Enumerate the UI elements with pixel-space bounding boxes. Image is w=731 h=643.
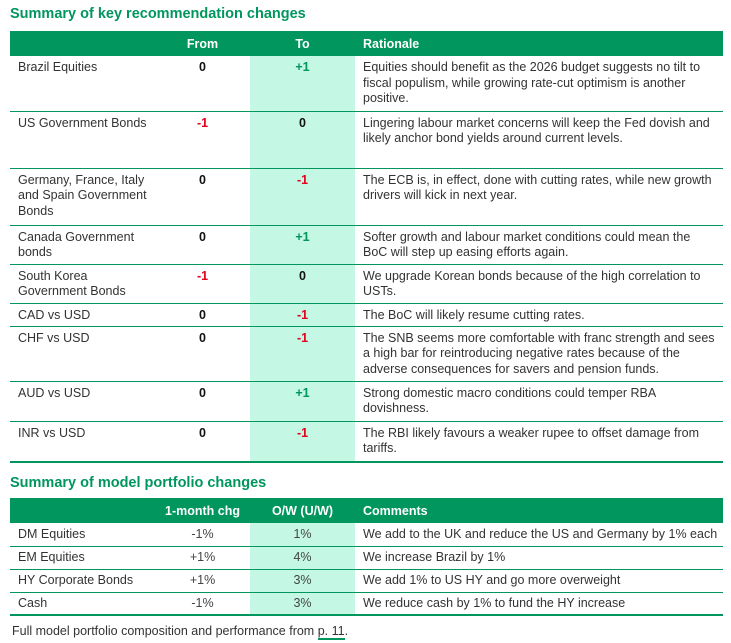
asset-cell: Canada Government bonds <box>10 225 155 265</box>
asset-cell: CHF vs USD <box>10 326 155 382</box>
to-cell: -1 <box>250 421 355 463</box>
ow-cell: 3% <box>250 569 355 593</box>
recommendation-table: From To Rationale Brazil Equities 0 +1 E… <box>10 31 723 463</box>
header-to: To <box>250 31 355 56</box>
from-cell: 0 <box>155 381 250 422</box>
to-cell: +1 <box>250 56 355 112</box>
portfolio-title: Summary of model portfolio changes <box>10 475 267 491</box>
asset-cell: US Government Bonds <box>10 111 155 169</box>
recommendation-title: Summary of key recommendation changes <box>10 6 306 22</box>
rationale-cell: Lingering labour market concerns will ke… <box>355 111 723 169</box>
rationale-cell: The RBI likely favours a weaker rupee to… <box>355 421 723 463</box>
from-cell: 0 <box>155 225 250 265</box>
table-row: Brazil Equities 0 +1 Equities should ben… <box>10 56 723 112</box>
page-link[interactable]: p. 11 <box>317 624 345 640</box>
to-cell: +1 <box>250 225 355 265</box>
comment-cell: We reduce cash by 1% to fund the HY incr… <box>355 592 723 616</box>
table-row: AUD vs USD 0 +1 Strong domestic macro co… <box>10 381 723 422</box>
header-from: From <box>155 31 250 56</box>
asset-cell: AUD vs USD <box>10 381 155 422</box>
rationale-cell: Strong domestic macro conditions could t… <box>355 381 723 422</box>
rationale-cell: The SNB seems more comfortable with fran… <box>355 326 723 382</box>
table-row: CHF vs USD 0 -1 The SNB seems more comfo… <box>10 326 723 382</box>
header-asset <box>10 498 155 523</box>
to-cell: -1 <box>250 303 355 327</box>
from-cell: 0 <box>155 326 250 382</box>
asset-cell: DM Equities <box>10 523 155 547</box>
comment-cell: We add to the UK and reduce the US and G… <box>355 523 723 547</box>
table-row: US Government Bonds -1 0 Lingering labou… <box>10 111 723 169</box>
chg-cell: +1% <box>155 569 250 593</box>
table-row: INR vs USD 0 -1 The RBI likely favours a… <box>10 421 723 463</box>
table-row: DM Equities -1% 1% We add to the UK and … <box>10 523 723 547</box>
header-ow: O/W (U/W) <box>250 498 355 523</box>
from-cell: -1 <box>155 111 250 169</box>
table-header: From To Rationale <box>10 31 723 56</box>
asset-cell: Brazil Equities <box>10 56 155 112</box>
from-cell: 0 <box>155 56 250 112</box>
chg-cell: -1% <box>155 523 250 547</box>
asset-cell: South Korea Government Bonds <box>10 264 155 304</box>
ow-cell: 3% <box>250 592 355 616</box>
from-cell: -1 <box>155 264 250 304</box>
rationale-cell: The BoC will likely resume cutting rates… <box>355 303 723 327</box>
table-header: 1-month chg O/W (U/W) Comments <box>10 498 723 523</box>
ow-cell: 1% <box>250 523 355 547</box>
from-cell: 0 <box>155 303 250 327</box>
asset-cell: Germany, France, Italy and Spain Governm… <box>10 168 155 226</box>
to-cell: 0 <box>250 111 355 169</box>
header-asset <box>10 31 155 56</box>
to-cell: 0 <box>250 264 355 304</box>
table-row: EM Equities +1% 4% We increase Brazil by… <box>10 546 723 570</box>
table-row: CAD vs USD 0 -1 The BoC will likely resu… <box>10 303 723 327</box>
footnote: Full model portfolio composition and per… <box>12 624 349 640</box>
asset-cell: EM Equities <box>10 546 155 570</box>
table-row: Cash -1% 3% We reduce cash by 1% to fund… <box>10 592 723 616</box>
header-chg: 1-month chg <box>155 498 250 523</box>
table-row: Canada Government bonds 0 +1 Softer grow… <box>10 225 723 265</box>
comment-cell: We add 1% to US HY and go more overweigh… <box>355 569 723 593</box>
comment-cell: We increase Brazil by 1% <box>355 546 723 570</box>
to-cell: -1 <box>250 168 355 226</box>
table-row: Germany, France, Italy and Spain Governm… <box>10 168 723 226</box>
to-cell: +1 <box>250 381 355 422</box>
ow-cell: 4% <box>250 546 355 570</box>
footnote-end: . <box>344 624 349 638</box>
table-row: South Korea Government Bonds -1 0 We upg… <box>10 264 723 304</box>
rationale-cell: We upgrade Korean bonds because of the h… <box>355 264 723 304</box>
footnote-text: Full model portfolio composition and per… <box>12 624 318 638</box>
to-cell: -1 <box>250 326 355 382</box>
chg-cell: +1% <box>155 546 250 570</box>
header-comments: Comments <box>355 498 723 523</box>
asset-cell: CAD vs USD <box>10 303 155 327</box>
header-rationale: Rationale <box>355 31 723 56</box>
from-cell: 0 <box>155 168 250 226</box>
portfolio-table: 1-month chg O/W (U/W) Comments DM Equiti… <box>10 498 723 616</box>
rationale-cell: Softer growth and labour market conditio… <box>355 225 723 265</box>
rationale-cell: The ECB is, in effect, done with cutting… <box>355 168 723 226</box>
asset-cell: Cash <box>10 592 155 616</box>
rationale-cell: Equities should benefit as the 2026 budg… <box>355 56 723 112</box>
asset-cell: INR vs USD <box>10 421 155 463</box>
table-row: HY Corporate Bonds +1% 3% We add 1% to U… <box>10 569 723 593</box>
asset-cell: HY Corporate Bonds <box>10 569 155 593</box>
chg-cell: -1% <box>155 592 250 616</box>
from-cell: 0 <box>155 421 250 463</box>
